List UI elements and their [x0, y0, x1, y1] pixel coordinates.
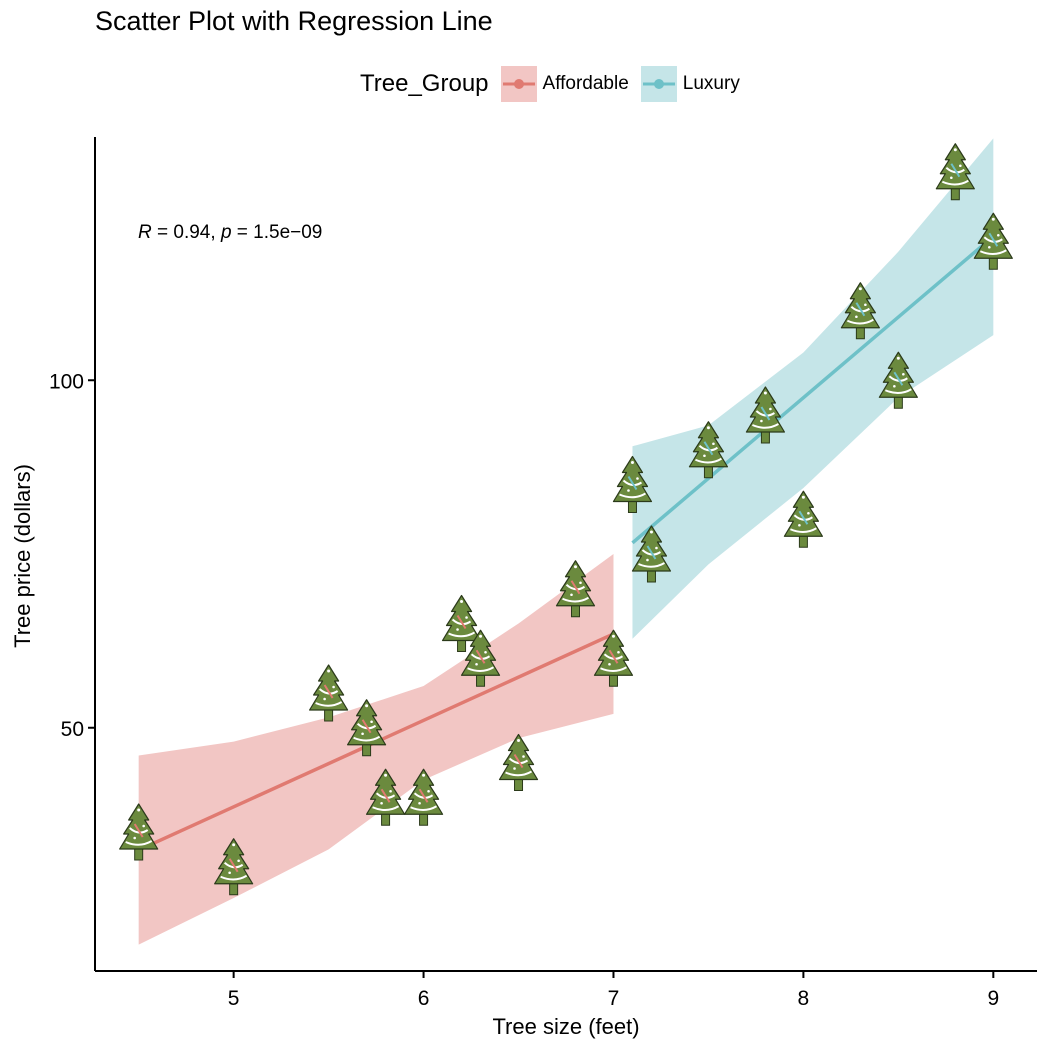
- correlation-annotation: R = 0.94, p = 1.5e−09: [138, 222, 322, 243]
- legend-key-affordable: [500, 66, 537, 102]
- x-tick-label-7: 7: [608, 987, 620, 1010]
- tree-marker-affordable-9: [498, 733, 539, 791]
- tree-marker-luxury-5: [783, 490, 823, 548]
- x-tick-label-6: 6: [418, 987, 430, 1010]
- tree-marker-affordable-8: [460, 629, 501, 687]
- tree-marker-luxury-6: [840, 282, 880, 340]
- tree-marker-luxury-3: [688, 421, 729, 479]
- tree-marker-affordable-7: [441, 594, 482, 652]
- tree-marker-luxury-9: [973, 212, 1013, 270]
- regression-line-luxury: [631, 235, 995, 545]
- tree-marker-luxury-8: [935, 143, 975, 201]
- legend-title: Tree_Group: [360, 70, 489, 97]
- tree-marker-affordable-1: [119, 803, 159, 861]
- axes: [94, 137, 1037, 972]
- x-axis-title: Tree size (feet): [492, 1014, 639, 1039]
- annotation-r-symbol: R: [138, 222, 152, 243]
- data-points: [119, 143, 1013, 896]
- tree-marker-luxury-2: [631, 525, 672, 583]
- tree-marker-affordable-3: [309, 664, 349, 722]
- legend: Tree_Group Affordable Luxury: [360, 66, 752, 102]
- chart-title: Scatter Plot with Regression Line: [95, 6, 493, 36]
- tree-marker-luxury-4: [745, 386, 786, 444]
- confidence-band-affordable: [138, 554, 614, 945]
- tree-marker-affordable-11: [593, 629, 634, 687]
- tree-marker-luxury-7: [878, 351, 918, 409]
- tree-marker-affordable-5: [365, 768, 406, 826]
- tree-marker-affordable-6: [403, 768, 444, 826]
- x-tick-label-5: 5: [228, 987, 240, 1010]
- tree-marker-affordable-2: [214, 838, 254, 896]
- legend-key-affordable-dot: [513, 79, 524, 89]
- x-tick-label-9: 9: [987, 987, 999, 1010]
- y-tick-label-50: 50: [61, 718, 84, 741]
- axis-ticks: 5 6 7 8 9 50 100: [49, 370, 999, 1010]
- annotation-p-value: = 1.5e−09: [232, 222, 323, 243]
- y-tick-label-100: 100: [49, 370, 84, 393]
- annotation-r-value: = 0.94,: [152, 222, 221, 243]
- tree-marker-affordable-10: [555, 560, 596, 618]
- legend-label-luxury: Luxury: [682, 73, 740, 94]
- confidence-bands: [138, 138, 994, 945]
- x-tick-label-8: 8: [798, 987, 810, 1010]
- legend-key-luxury: [640, 66, 677, 102]
- legend-label-affordable: Affordable: [542, 73, 629, 94]
- tree-marker-luxury-1: [612, 455, 653, 513]
- legend-key-luxury-dot: [653, 79, 664, 89]
- tree-marker-affordable-4: [346, 699, 387, 757]
- annotation-p-symbol: p: [220, 222, 232, 243]
- y-axis-title: Tree price (dollars): [10, 464, 35, 648]
